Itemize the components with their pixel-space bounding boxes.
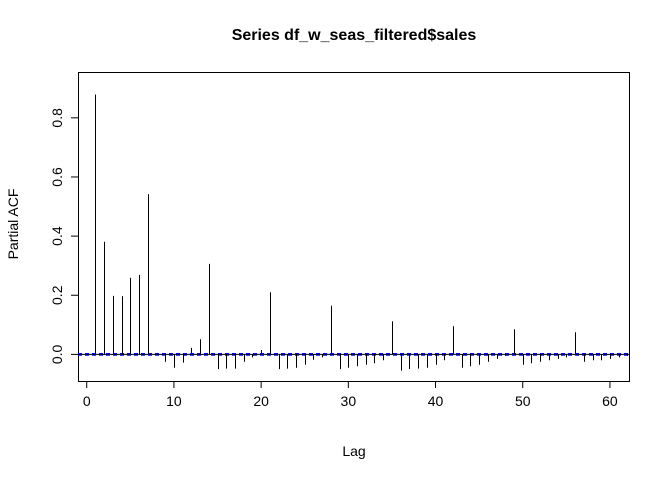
y-axis-label: Partial ACF — [5, 189, 21, 260]
plot-frame — [78, 72, 630, 382]
x-tick-label: 60 — [602, 393, 618, 409]
x-tick-label: 20 — [253, 393, 269, 409]
chart-marks: 0 10 20 30 40 50 60 0.0 0.2 0.4 0.6 0.8 — [49, 94, 630, 409]
y-tick-label: 0.6 — [49, 167, 65, 187]
x-tick-label: 0 — [83, 393, 91, 409]
x-tick-label: 50 — [515, 393, 531, 409]
y-tick-label: 0.2 — [49, 285, 65, 305]
y-tick-label: 0.8 — [49, 108, 65, 128]
y-tick-label: 0.0 — [49, 344, 65, 364]
x-tick-label: 10 — [166, 393, 182, 409]
x-tick-label: 30 — [341, 393, 357, 409]
chart-title: Series df_w_seas_filtered$sales — [232, 27, 477, 44]
x-axis-label: Lag — [342, 443, 365, 459]
x-tick-label: 40 — [428, 393, 444, 409]
y-tick-label: 0.4 — [49, 226, 65, 246]
